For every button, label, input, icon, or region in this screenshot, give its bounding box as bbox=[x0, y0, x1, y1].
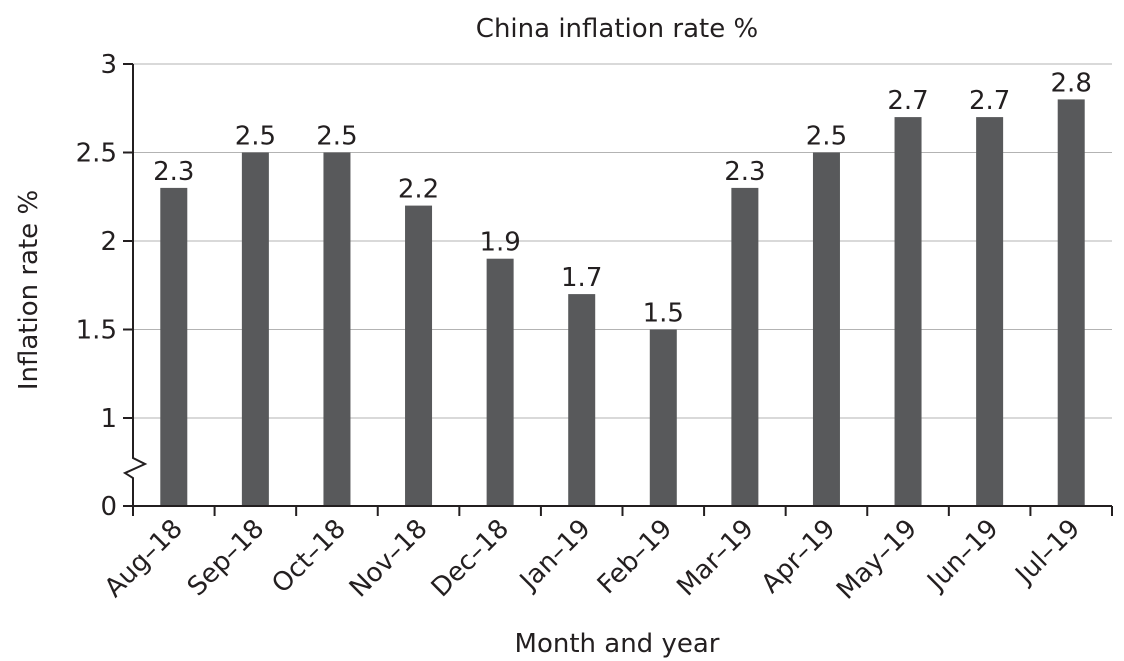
x-tick-label: Jun–19 bbox=[921, 514, 1005, 598]
y-tick-label: 1 bbox=[100, 404, 117, 434]
x-tick-label: May–19 bbox=[831, 514, 923, 606]
y-tick-label: 1.5 bbox=[76, 316, 117, 346]
x-tick-label: Aug–18 bbox=[99, 514, 189, 604]
bar bbox=[241, 152, 269, 506]
data-label: 2.2 bbox=[398, 175, 439, 205]
bar bbox=[486, 258, 514, 506]
y-axis-line bbox=[122, 64, 148, 506]
x-tick-label: Oct–18 bbox=[266, 514, 352, 600]
gridlines bbox=[133, 63, 1112, 419]
y-tick-label: 2.5 bbox=[76, 139, 117, 169]
x-tick-label: Dec–18 bbox=[426, 514, 515, 603]
data-label: 2.3 bbox=[153, 157, 194, 187]
x-tick-label: Jan–19 bbox=[513, 514, 597, 598]
bar bbox=[976, 117, 1004, 506]
y-axis-title: Inflation rate % bbox=[14, 190, 44, 390]
bar bbox=[649, 329, 677, 506]
bar bbox=[731, 187, 759, 506]
data-label: 2.5 bbox=[806, 122, 847, 152]
data-label: 2.8 bbox=[1051, 68, 1092, 98]
x-tick-label: Sep–18 bbox=[182, 514, 270, 602]
data-label: 2.5 bbox=[235, 122, 276, 152]
x-tick-label: Apr–19 bbox=[756, 514, 842, 600]
data-label: 2.5 bbox=[316, 122, 357, 152]
data-label: 2.7 bbox=[969, 86, 1010, 116]
x-tick-label: Nov–18 bbox=[344, 514, 434, 604]
y-tick-label: 2 bbox=[100, 227, 117, 257]
y-tick-label: 3 bbox=[100, 50, 117, 80]
bar bbox=[1057, 99, 1085, 507]
data-label: 1.9 bbox=[479, 228, 520, 258]
data-label: 1.5 bbox=[643, 299, 684, 329]
bar bbox=[568, 294, 596, 506]
data-label: 2.7 bbox=[887, 86, 928, 116]
data-label: 2.3 bbox=[724, 157, 765, 187]
x-tick-label: Feb–19 bbox=[592, 514, 678, 600]
x-axis-title: Month and year bbox=[515, 629, 720, 659]
data-label: 1.7 bbox=[561, 263, 602, 293]
bar bbox=[323, 152, 351, 506]
bar bbox=[894, 117, 922, 506]
y-tick-label: 0 bbox=[100, 492, 117, 522]
bars bbox=[160, 99, 1085, 507]
bar bbox=[160, 187, 188, 506]
chart-title: China inflation rate % bbox=[476, 14, 758, 44]
x-tick-label: Mar–19 bbox=[671, 514, 759, 602]
x-tick-label: Jul–19 bbox=[1009, 514, 1086, 591]
data-labels: 2.3 2.5 2.5 2.2 1.9 1.7 1.5 2.3 2.5 2.7 2.7 2.8 bbox=[153, 68, 1092, 328]
bar bbox=[405, 205, 433, 506]
bar bbox=[812, 152, 840, 506]
